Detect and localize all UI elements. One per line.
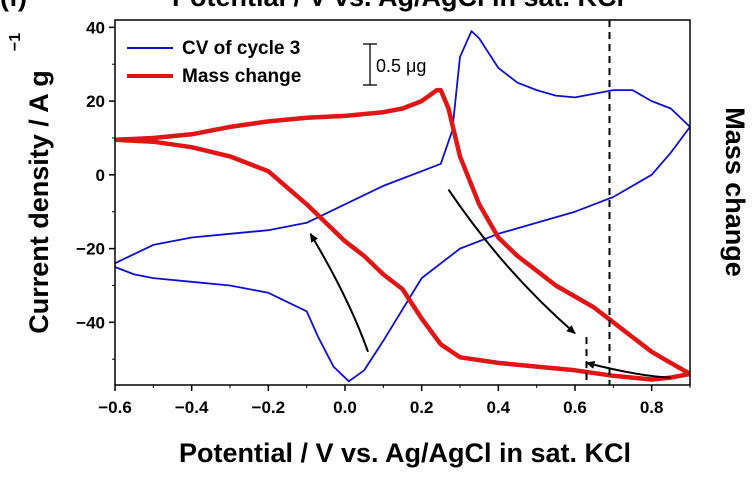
panel-label: (f)	[0, 0, 27, 12]
y-axis-title-group: Current density / A g	[24, 70, 54, 334]
series-cv-line	[115, 30, 690, 383]
x-tick-label: 0.0	[333, 398, 357, 417]
y2-axis-title-group: Mass change	[720, 107, 750, 277]
x-tick-label: −0.2	[252, 398, 286, 417]
direction-arrow	[585, 360, 671, 379]
y2-axis-title: Mass change	[720, 107, 750, 277]
legend-label-mass: Mass change	[182, 66, 301, 87]
direction-arrow	[447, 189, 576, 335]
x-tick-label: 0.8	[640, 398, 664, 417]
annotation-layer	[309, 20, 671, 385]
y-tick-label: −40	[76, 313, 105, 332]
x-tick-label: 0.6	[563, 398, 587, 417]
legend: CV of cycle 3 Mass change 0.5 μg	[127, 38, 426, 87]
y-axis-superscript: −1	[7, 33, 24, 51]
y-tick-label: 0	[96, 166, 105, 185]
x-tick-label: 0.4	[487, 398, 511, 417]
series-mass-change-line	[115, 87, 690, 382]
legend-label-cv: CV of cycle 3	[182, 38, 300, 59]
x-tick-label: 0.2	[410, 398, 434, 417]
y-axis-superscript-group: −1	[7, 33, 24, 51]
series-layer	[115, 30, 690, 383]
y-tick-label: −20	[76, 240, 105, 259]
y-tick-label: 40	[86, 18, 105, 37]
y-tick-label: 20	[86, 92, 105, 111]
x-axis-title: Potential / V vs. Ag/AgCl in sat. KCl	[179, 438, 631, 468]
direction-arrow	[309, 232, 369, 353]
tick-layer: −0.6 −0.4 −0.2 0.0 0.2 0.4 0.6 0.8 −40 −20 0 20 40	[76, 18, 691, 417]
x-tick-label: −0.4	[175, 398, 209, 417]
chart-top-title: Potential / V vs. Ag/AgCl in sat. KCl	[172, 0, 624, 12]
plot-frame	[114, 19, 691, 386]
scale-bar-label: 0.5 μg	[376, 56, 426, 76]
x-tick-label: −0.6	[98, 398, 132, 417]
y-axis-title: Current density / A g	[24, 70, 54, 334]
